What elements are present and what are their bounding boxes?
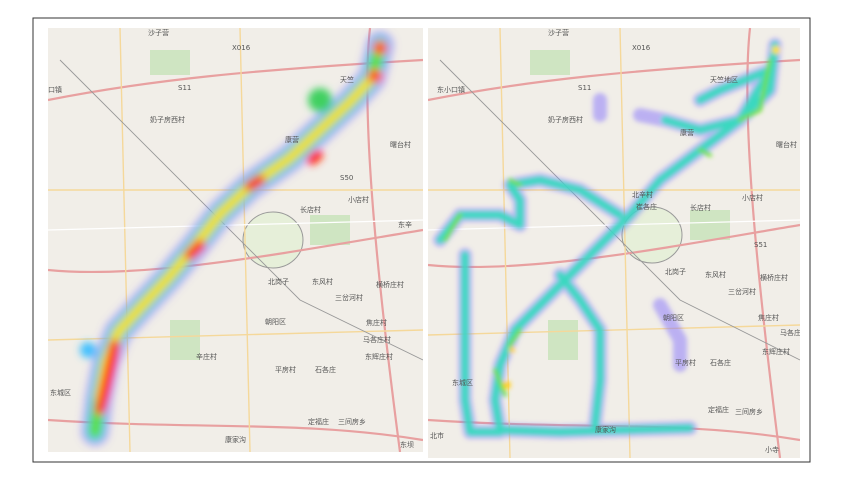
map-label: 康营 — [680, 128, 694, 137]
map-label: 定福庄 — [708, 405, 729, 414]
map-label: X016 — [232, 44, 251, 52]
frame — [32, 17, 811, 463]
map-label: 石各庄 — [710, 358, 731, 367]
map-label: 小店村 — [348, 195, 369, 204]
map-label: 康家沟 — [595, 425, 616, 434]
map-label: 东辉庄村 — [762, 347, 790, 356]
map-label: 长店村 — [690, 203, 711, 212]
map-label: 东城区 — [452, 378, 473, 387]
map-label: 东风村 — [705, 270, 726, 279]
map-label: S11 — [578, 84, 591, 92]
map-label: 辛庄村 — [196, 352, 217, 361]
map-label: 焦庄村 — [366, 318, 387, 327]
map-label: 小店村 — [742, 193, 763, 202]
map-label: 定福庄 — [308, 417, 329, 426]
map-label: 三岔河村 — [335, 293, 363, 302]
map-label: 朝阳区 — [265, 317, 286, 326]
map-label: 马各庄村 — [363, 335, 391, 344]
map-label: 北市 — [430, 431, 444, 440]
map-label: 焦庄村 — [758, 313, 779, 322]
map-label: S51 — [754, 241, 767, 249]
map-label: 三间房乡 — [338, 417, 366, 426]
map-label: 平房村 — [275, 365, 296, 374]
map-label: 横桥庄村 — [376, 280, 404, 289]
map-label: S50 — [340, 174, 353, 182]
map-label: 北岗子 — [268, 278, 289, 286]
map-right: 沙子营 X016 东小口镇 S11 奶子房西村 天竺地区 康营 曙台村 北辛村 … — [428, 28, 801, 458]
map-label: 东辛 — [398, 220, 412, 229]
map-label: 东坝 — [400, 440, 414, 449]
map-label: 康营 — [285, 135, 299, 144]
map-label: 奶子房西村 — [548, 115, 583, 124]
map-label: 三岔河村 — [728, 287, 756, 296]
map-label: 沙子营 — [548, 28, 569, 37]
map-label: 北岗子 — [665, 268, 686, 276]
map-label: 沙子营 — [148, 28, 169, 37]
map-label: 北辛村 — [632, 190, 653, 199]
map-label: 东城区 — [50, 388, 71, 397]
map-label: X016 — [632, 44, 651, 52]
map-label: 马各庄 — [780, 328, 801, 337]
map-label: 东小口镇 — [437, 85, 465, 94]
map-label: 康家沟 — [225, 435, 246, 444]
map-label: 天竺地区 — [710, 75, 738, 84]
map-label: 平房村 — [675, 358, 696, 367]
map-label: S11 — [178, 84, 191, 92]
map-label: 天竺 — [340, 75, 354, 84]
map-label: 奶子房西村 — [150, 115, 185, 124]
map-label: 曙台村 — [390, 140, 411, 149]
map-label: 长店村 — [300, 205, 321, 214]
map-label: 东辉庄村 — [365, 352, 393, 361]
map-label: 东风村 — [312, 277, 333, 286]
map-left: 沙子营 X016 口镇 S11 奶子房西村 天竺 康营 曙台村 S50 长店村 … — [48, 28, 423, 452]
map-label: 石各庄 — [315, 365, 336, 374]
map-label: 横桥庄村 — [760, 273, 788, 282]
map-labels: 沙子营 X016 东小口镇 S11 奶子房西村 天竺地区 康营 曙台村 北辛村 … — [430, 28, 801, 454]
map-label: 三间房乡 — [735, 407, 763, 416]
map-label: 朝阳区 — [663, 313, 684, 322]
map-label: 口镇 — [48, 85, 62, 94]
map-label: 崔各庄 — [636, 202, 657, 211]
map-label: 小寺 — [765, 445, 779, 454]
map-labels: 沙子营 X016 口镇 S11 奶子房西村 天竺 康营 曙台村 S50 长店村 … — [48, 28, 414, 449]
map-label: 曙台村 — [776, 140, 797, 149]
